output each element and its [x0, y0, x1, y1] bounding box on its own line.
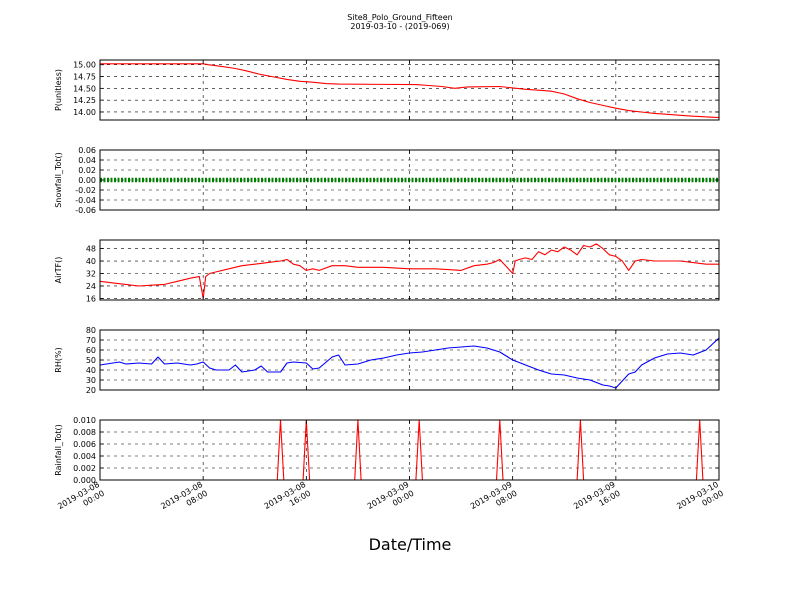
y-axis-label: Rainfall_Tot()	[54, 424, 63, 476]
y-tick-label: 14.25	[73, 96, 96, 105]
y-tick-label: 16	[86, 294, 96, 303]
y-tick-label: 50	[86, 356, 96, 365]
y-tick-label: 0.02	[78, 166, 96, 175]
y-axis-label: P(unitless)	[54, 69, 63, 111]
y-tick-label: 40	[86, 257, 96, 266]
panel-0: 14.00 14.25 14.50 14.75 15.00 P(unitless)	[54, 59, 720, 121]
y-tick-label: 14.75	[73, 73, 96, 82]
x-axis-label: Date/Time	[369, 535, 452, 554]
y-tick-label: -0.02	[75, 186, 96, 195]
y-tick-label: 80	[86, 326, 96, 335]
y-tick-label: 15.00	[73, 61, 96, 70]
y-tick-label: 0.00	[78, 176, 96, 185]
y-tick-label: 30	[86, 376, 96, 385]
figure-title: Site8_Polo_Ground_Fifteen	[347, 13, 452, 22]
y-tick-label: 0.06	[78, 146, 96, 155]
y-tick-label: 0.000	[73, 476, 96, 485]
y-tick-label: 0.04	[78, 156, 96, 165]
y-tick-label: 32	[86, 270, 96, 279]
panel-2: 16 24 32 40 48 AirTF()	[54, 239, 720, 303]
y-tick-label: 24	[86, 282, 96, 291]
y-tick-label: -0.06	[75, 206, 96, 215]
y-tick-label: 20	[86, 386, 96, 395]
y-axis-label: RH(%)	[54, 347, 63, 372]
y-tick-label: 14.50	[73, 84, 96, 93]
y-tick-label: 0.004	[73, 452, 96, 461]
y-axis-label: AirTF()	[54, 257, 63, 284]
y-tick-label: 0.008	[73, 428, 96, 437]
y-tick-label: 60	[86, 346, 96, 355]
series-line-2	[99, 243, 719, 299]
series-line-3	[99, 337, 720, 389]
y-tick-label: 70	[86, 336, 96, 345]
y-axis-label: Snowfall_Tot()	[54, 152, 63, 208]
y-tick-label: 48	[86, 245, 96, 254]
y-tick-label: -0.04	[75, 196, 96, 205]
y-tick-label: 0.006	[73, 440, 96, 449]
panel-1: -0.06-0.04-0.020.000.020.040.06 Snowfall_…	[54, 146, 720, 215]
y-tick-label: 14.00	[73, 108, 96, 117]
y-tick-label: 0.010	[73, 416, 96, 425]
panel-4: 0.000 0.002 0.004 0.006 0.008 0.010 Rainfall_T…	[54, 416, 720, 485]
series-line-0	[100, 63, 720, 119]
figure-subtitle: 2019-03-10 - (2019-069)	[350, 22, 449, 31]
y-tick-label: 0.002	[73, 464, 96, 473]
y-tick-label: 40	[86, 366, 96, 375]
